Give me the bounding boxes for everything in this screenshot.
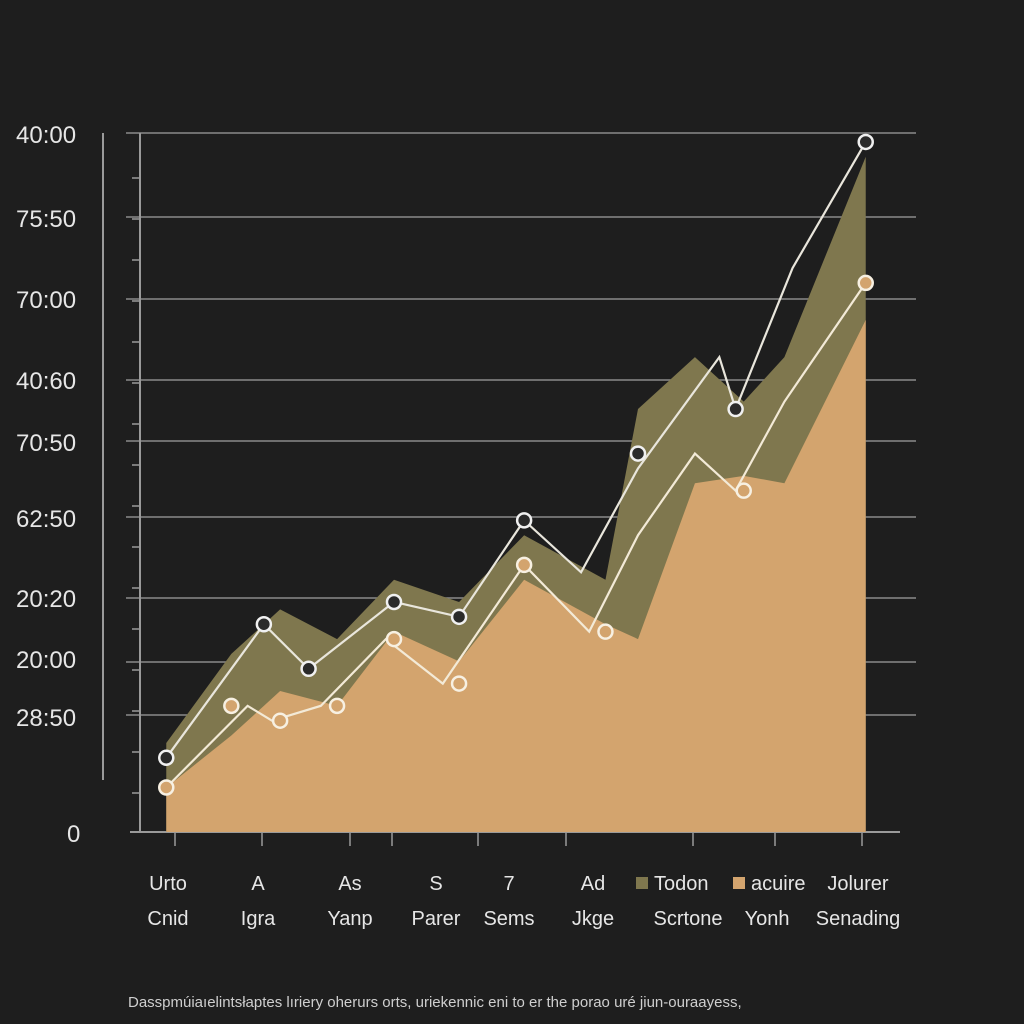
x-tick-label-bottom-1: Igra — [241, 908, 276, 930]
upper-marker-4 — [450, 608, 468, 626]
x-tick-label-bottom-7: Yonh — [745, 908, 790, 930]
x-tick-label-top-3: S — [429, 873, 442, 895]
x-tick-label-top-1: A — [251, 873, 265, 895]
upper-marker-6 — [629, 445, 647, 462]
y-tick-label-6: 20:20 — [16, 586, 76, 613]
y-tick-label-7: 20:00 — [16, 647, 76, 674]
lower-marker-5 — [450, 675, 468, 692]
upper-marker-5 — [515, 512, 533, 529]
x-tick-label-bottom-3: Parer — [412, 908, 461, 930]
x-tick-label-bottom-6: Scrtone — [654, 908, 723, 930]
x-tick-label-bottom-4: Sems — [483, 908, 534, 930]
lower-marker-0 — [158, 779, 175, 796]
legend-swatch-1 — [733, 877, 745, 889]
upper-line — [165, 141, 867, 759]
upper-marker-2 — [300, 660, 317, 678]
x-tick-label-top-8: Jolurer — [827, 873, 888, 895]
lower-marker-6 — [515, 556, 533, 574]
lower-marker-7 — [597, 623, 614, 640]
y-tick-label-8: 28:50 — [16, 705, 76, 732]
upper-marker-0 — [158, 749, 175, 767]
x-tick-label-bottom-2: Yanp — [327, 908, 372, 930]
legend-label-1: acuire — [751, 873, 805, 895]
y-tick-label-2: 70:00 — [16, 287, 76, 314]
x-tick-label-top-0: Urto — [149, 873, 187, 895]
x-tick-label-bottom-0: Cnid — [147, 908, 188, 930]
x-tick-label-top-4: 7 — [503, 873, 514, 895]
y-tick-label-0: 40:00 — [16, 122, 76, 149]
legend-label-0: Todon — [654, 873, 709, 895]
upper-marker-1 — [255, 615, 273, 633]
x-tick-label-top-5: Ad — [581, 873, 605, 895]
y-tick-label-5: 62:50 — [16, 506, 76, 533]
x-tick-label-bottom-5: Jkge — [572, 908, 614, 930]
y-tick-label-4: 70:50 — [16, 430, 76, 457]
x-tick-label-bottom-8: Senading — [816, 908, 901, 930]
chart-footnote: Dasspmúiaıelintsłaptes lıriery oherurs o… — [128, 994, 742, 1011]
y-tick-label-3: 40:60 — [16, 368, 76, 395]
lower-marker-9 — [857, 274, 874, 292]
legend-swatch-0 — [636, 877, 648, 889]
lower-marker-3 — [328, 697, 346, 715]
upper-marker-7 — [727, 400, 744, 418]
x-tick-label-top-2: As — [338, 873, 361, 895]
upper-marker-3 — [385, 593, 403, 611]
upper-marker-8 — [857, 133, 874, 151]
lower-marker-4 — [385, 630, 403, 648]
lower-marker-1 — [223, 697, 240, 715]
lower-marker-8 — [735, 482, 752, 499]
lower-marker-2 — [271, 712, 289, 729]
y-tick-label-1: 75:50 — [16, 206, 76, 233]
y-tick-label-9: 0 — [67, 821, 80, 848]
